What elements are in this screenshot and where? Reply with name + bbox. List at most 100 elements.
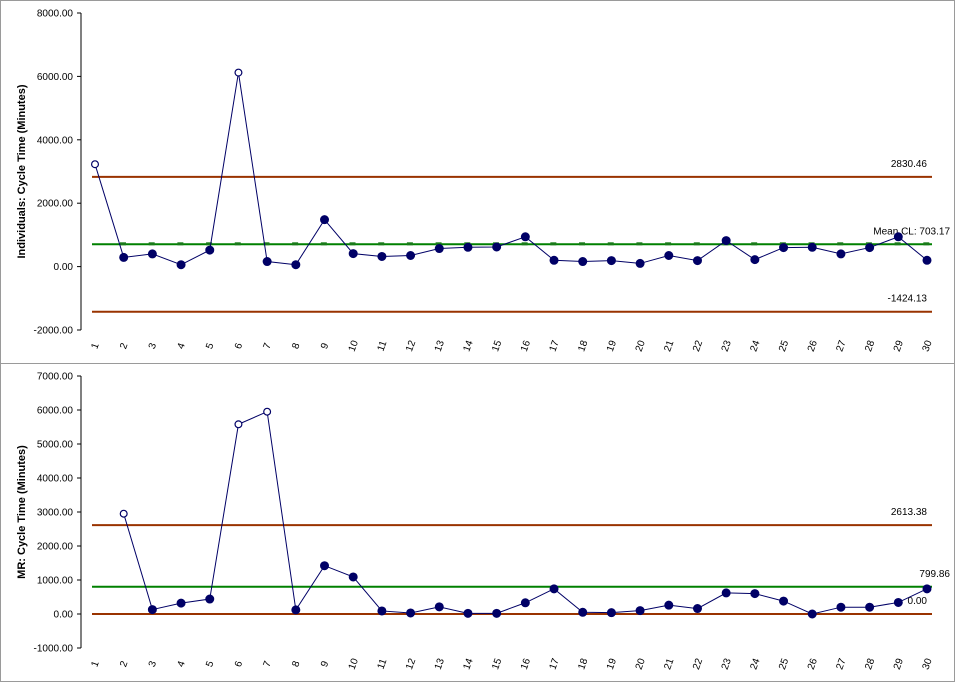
moving-range-y-tick-label: 3000.00 — [37, 508, 74, 519]
individuals-data-point — [692, 256, 702, 266]
individuals-data-point — [779, 243, 789, 253]
individuals-data-point — [836, 249, 846, 259]
moving-range-data-point — [836, 602, 846, 612]
moving-range-data-point — [606, 608, 616, 618]
moving-range-x-tick-label: 26 — [806, 657, 820, 672]
individuals-x-tick-label: 12 — [404, 339, 418, 354]
individuals-x-tick-label: 6 — [233, 341, 245, 350]
individuals-x-tick-label: 15 — [490, 339, 504, 354]
individuals-y-tick-label: -2000.00 — [34, 326, 74, 337]
moving-range-y-tick-label: 5000.00 — [37, 440, 74, 451]
individuals-x-tick-label: 28 — [863, 339, 877, 354]
individuals-data-point — [664, 251, 674, 261]
individuals-data-point — [262, 257, 272, 267]
moving-range-x-tick-label: 8 — [290, 659, 302, 668]
moving-range-data-point — [377, 606, 387, 616]
moving-range-data-point — [320, 561, 330, 571]
moving-range-x-tick-label: 30 — [921, 657, 935, 672]
moving-range-data-point — [635, 606, 645, 616]
individuals-data-point — [865, 243, 875, 253]
moving-range-y-tick-label: 2000.00 — [37, 542, 74, 553]
individuals-cl-label: Mean CL: 703.17 — [873, 226, 950, 237]
individuals-y-tick-label: 4000.00 — [37, 135, 74, 146]
moving-range-x-tick-label: 23 — [720, 657, 734, 672]
moving-range-data-point — [291, 605, 301, 615]
moving-range-x-tick-label: 15 — [490, 657, 504, 672]
individuals-x-tick-label: 21 — [662, 339, 676, 354]
moving-range-x-tick-label: 1 — [90, 659, 102, 668]
moving-range-x-tick-label: 6 — [233, 659, 245, 668]
moving-range-data-point — [205, 594, 215, 604]
moving-range-y-tick-label: 4000.00 — [37, 474, 74, 485]
individuals-data-point — [320, 215, 330, 225]
moving-range-data-point — [549, 584, 559, 594]
moving-range-x-tick-label: 18 — [576, 657, 590, 672]
moving-range-point-out-of-control — [263, 407, 272, 416]
moving-range-x-tick-label: 28 — [863, 657, 877, 672]
moving-range-data-point — [893, 597, 903, 607]
individuals-x-tick-label: 3 — [147, 341, 159, 350]
moving-range-data-point — [406, 608, 416, 618]
moving-range-x-tick-label: 27 — [835, 657, 849, 672]
moving-range-data-point — [922, 584, 932, 594]
moving-range-data-point — [176, 598, 186, 608]
individuals-x-tick-label: 7 — [262, 341, 274, 350]
individuals-y-tick-label: 2000.00 — [37, 199, 74, 210]
individuals-x-tick-label: 20 — [634, 339, 648, 354]
moving-range-data-point — [750, 589, 760, 599]
moving-range-data-point — [147, 605, 157, 615]
individuals-x-tick-label: 22 — [691, 339, 705, 354]
individuals-x-tick-label: 14 — [462, 339, 476, 354]
moving-range-x-tick-label: 22 — [691, 657, 705, 672]
individuals-y-axis-title: Individuals: Cycle Time (Minutes) — [16, 84, 28, 258]
moving-range-lcl-label: 0.00 — [908, 596, 928, 607]
individuals-data-point — [750, 255, 760, 265]
individuals-x-tick-label: 29 — [892, 339, 906, 354]
moving-range-x-tick-label: 19 — [605, 657, 619, 672]
individuals-data-point — [119, 252, 129, 262]
individuals-data-point — [291, 260, 301, 270]
moving-range-x-tick-label: 14 — [462, 657, 476, 672]
moving-range-data-point — [492, 608, 502, 618]
individuals-x-tick-label: 16 — [519, 339, 533, 354]
individuals-y-tick-label: 6000.00 — [37, 72, 74, 83]
individuals-x-tick-label: 1 — [90, 341, 102, 350]
moving-range-x-tick-label: 11 — [376, 657, 390, 671]
moving-range-y-tick-label: 6000.00 — [37, 406, 74, 417]
individuals-data-point — [520, 232, 530, 242]
moving-range-point-out-of-control — [234, 420, 243, 429]
individuals-data-point — [492, 242, 502, 252]
individuals-x-tick-label: 8 — [290, 341, 302, 350]
individuals-data-point — [406, 251, 416, 261]
individuals-data-point — [721, 236, 731, 246]
individuals-x-tick-label: 2 — [118, 341, 130, 350]
individuals-x-tick-label: 4 — [176, 341, 188, 350]
individuals-x-tick-label: 19 — [605, 339, 619, 354]
moving-range-x-tick-label: 2 — [118, 659, 130, 668]
individuals-data-point — [807, 242, 817, 252]
moving-range-x-tick-label: 25 — [777, 657, 791, 672]
moving-range-x-tick-label: 3 — [147, 659, 159, 668]
individuals-data-point — [635, 258, 645, 268]
individuals-ucl-label: 2830.46 — [891, 159, 928, 170]
moving-range-x-tick-label: 16 — [519, 657, 533, 672]
individuals-data-point — [922, 255, 932, 265]
moving-range-y-tick-label: 7000.00 — [37, 372, 74, 383]
individuals-data-point — [176, 260, 186, 270]
individuals-y-tick-label: 8000.00 — [37, 9, 74, 20]
individuals-x-tick-label: 10 — [347, 339, 361, 354]
moving-range-cl-label: 799.86 — [919, 569, 950, 580]
moving-range-x-tick-label: 9 — [319, 659, 331, 668]
individuals-data-point — [893, 232, 903, 242]
individuals-data-point — [147, 249, 157, 259]
moving-range-data-point — [664, 600, 674, 610]
moving-range-x-tick-label: 12 — [404, 657, 418, 672]
individuals-x-tick-label: 11 — [376, 339, 390, 353]
moving-range-data-point — [463, 608, 473, 618]
individuals-x-tick-label: 18 — [576, 339, 590, 354]
moving-range-x-tick-label: 24 — [748, 657, 762, 672]
individuals-data-point — [205, 245, 215, 255]
individuals-x-tick-label: 5 — [204, 341, 216, 350]
